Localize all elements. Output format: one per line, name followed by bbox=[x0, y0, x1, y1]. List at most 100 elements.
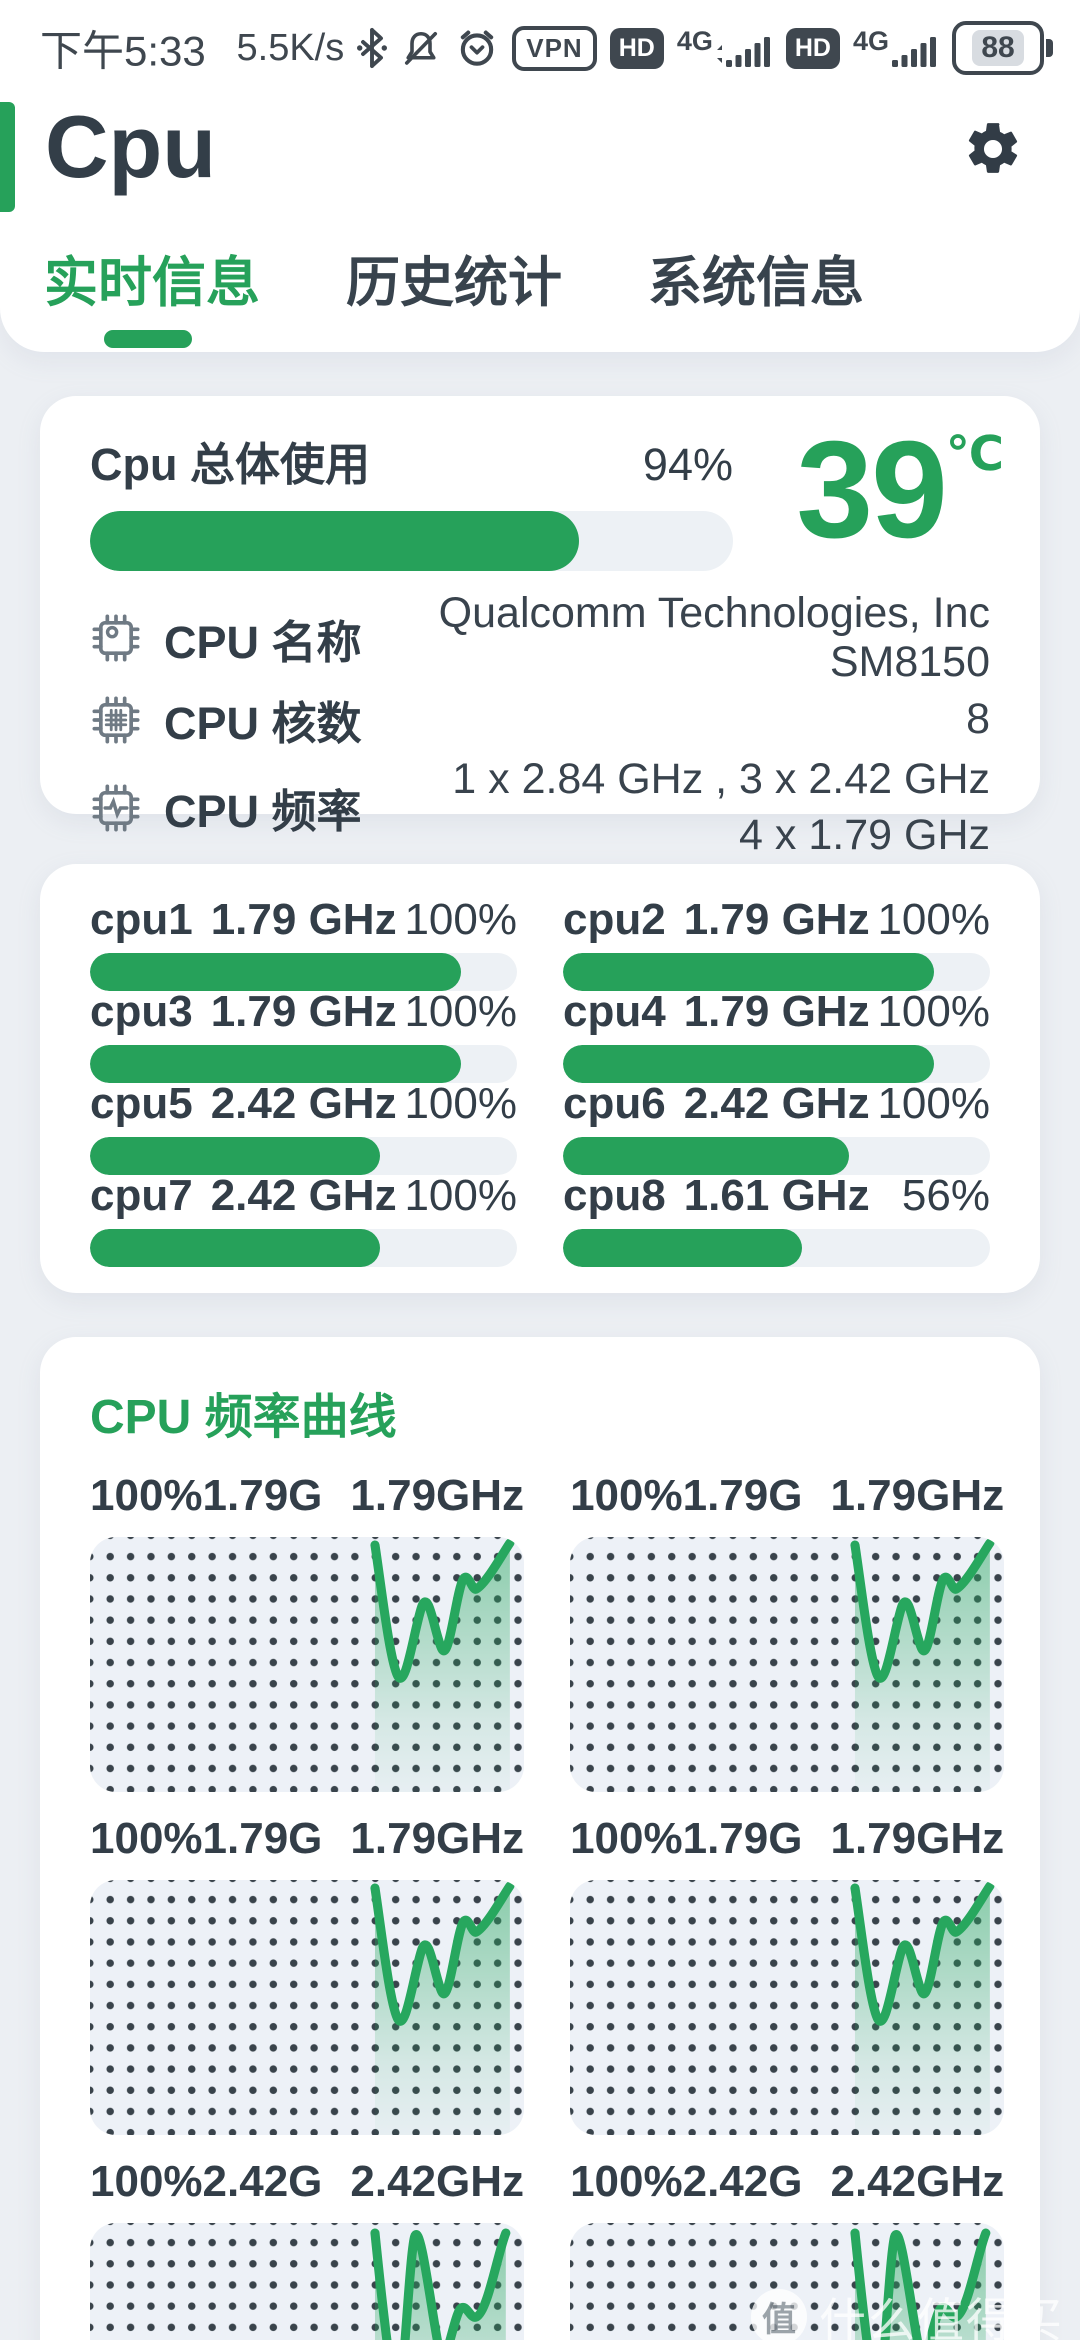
cpu-cores-value: 8 bbox=[966, 695, 990, 743]
cpu-chip-icon bbox=[92, 614, 140, 662]
freq-sparkline-chart bbox=[90, 2223, 525, 2340]
network-type-label-2: 4G bbox=[852, 26, 889, 56]
chart-max-freq-label: 2.42GHz bbox=[350, 2157, 525, 2206]
status-time: 下午5:33 bbox=[40, 27, 206, 75]
cpu-cores-label: CPU 核数 bbox=[164, 698, 362, 749]
battery-percent-label: 88 bbox=[972, 30, 1024, 66]
cpu-frequency-row: CPU 频率 1 x 2.84 GHz , 3 x 2.42 GHz 4 x 1… bbox=[90, 752, 990, 864]
status-bar: 下午5:33 5.5K/s VPN HD bbox=[0, 0, 1080, 96]
core-name: cpu7 bbox=[90, 1171, 193, 1220]
smzdm-logo-icon: 值 bbox=[751, 2288, 807, 2340]
freq-sparkline-chart bbox=[570, 1880, 1005, 2135]
core-usage-bar-fill bbox=[563, 1045, 935, 1083]
core-usage-percent: 100% bbox=[404, 1079, 517, 1128]
cpu-name-row: CPU 名称 Qualcomm Technologies, Inc SM8150 bbox=[90, 589, 990, 687]
freq-chart-cell-4: 100% 1.79G 1.79GHz bbox=[570, 1792, 1005, 2135]
core-usage-percent: 100% bbox=[877, 895, 990, 944]
bluetooth-icon bbox=[357, 28, 388, 68]
freq-chart-cell-5: 100% 2.42G 2.42GHz bbox=[90, 2135, 525, 2340]
active-tab-underline bbox=[104, 330, 192, 348]
tab-system-info[interactable]: 系统信息 bbox=[648, 253, 864, 313]
notification-muted-icon bbox=[405, 31, 438, 65]
cpu-cores-icon bbox=[92, 695, 140, 744]
chart-percent-label: 100% bbox=[90, 1471, 203, 1520]
freq-sparkline-chart bbox=[90, 1880, 525, 2135]
core-usage-percent: 100% bbox=[404, 987, 517, 1036]
overall-usage-label: Cpu 总体使用 bbox=[90, 439, 370, 490]
chart-current-freq-label: 2.42G bbox=[682, 2157, 803, 2206]
freq-chart-cell-2: 100% 1.79G 1.79GHz bbox=[570, 1449, 1005, 1792]
chart-max-freq-label: 1.79GHz bbox=[830, 1814, 1005, 1863]
core-frequency: 1.79 GHz bbox=[683, 895, 870, 944]
core-cell-cpu8: cpu8 1.61 GHz 56% bbox=[563, 1171, 990, 1267]
chart-percent-label: 100% bbox=[90, 1814, 203, 1863]
vpn-badge: VPN bbox=[512, 25, 597, 71]
core-usage-bar bbox=[90, 1137, 517, 1175]
core-frequency: 1.79 GHz bbox=[210, 987, 397, 1036]
core-name: cpu6 bbox=[563, 1079, 666, 1128]
core-usage-percent: 56% bbox=[901, 1171, 990, 1220]
cpu-frequency-label: CPU 频率 bbox=[164, 786, 362, 838]
signal-bars-icon-2 bbox=[892, 37, 936, 67]
core-usage-bar-fill bbox=[90, 1137, 381, 1175]
core-usage-percent: 100% bbox=[404, 1171, 517, 1220]
frequency-curves-title: CPU 频率曲线 bbox=[90, 1391, 397, 1444]
page-title: Cpu bbox=[45, 97, 217, 196]
cpu-cores-row: CPU 核数 8 bbox=[90, 687, 990, 752]
temperature-readout: 39 ℃ bbox=[796, 418, 1004, 563]
core-frequency: 2.42 GHz bbox=[210, 1079, 397, 1128]
hd-badge-2: HD bbox=[785, 27, 840, 69]
core-frequency: 1.79 GHz bbox=[210, 895, 397, 944]
core-cell-cpu7: cpu7 2.42 GHz 100% bbox=[90, 1171, 517, 1267]
top-sheet: 下午5:33 5.5K/s VPN HD bbox=[0, 0, 1080, 352]
chart-max-freq-label: 1.79GHz bbox=[830, 1471, 1005, 1520]
core-cell-cpu2: cpu2 1.79 GHz 100% bbox=[563, 895, 990, 991]
chart-current-freq-label: 2.42G bbox=[202, 2157, 323, 2206]
cpu-frequency-line1: 1 x 2.84 GHz , 3 x 2.42 GHz bbox=[452, 755, 990, 803]
tab-realtime-info[interactable]: 实时信息 bbox=[44, 253, 260, 313]
core-usage-bar bbox=[90, 1045, 517, 1083]
core-name: cpu8 bbox=[563, 1171, 666, 1220]
core-name: cpu2 bbox=[563, 895, 666, 944]
overall-usage-percent: 94% bbox=[642, 439, 733, 490]
core-usage-percent: 100% bbox=[877, 987, 990, 1036]
freq-chart-cell-1: 100% 1.79G 1.79GHz bbox=[90, 1449, 525, 1792]
cpu-frequency-line2: 4 x 1.79 GHz bbox=[739, 810, 990, 859]
core-usage-bar-fill bbox=[563, 953, 935, 991]
smzdm-watermark-text: 什么值得买 bbox=[819, 2294, 1064, 2340]
core-frequency: 1.79 GHz bbox=[683, 987, 870, 1036]
status-icons: 5.5K/s VPN HD 4G bbox=[237, 0, 1054, 96]
core-usage-bar-fill bbox=[563, 1137, 850, 1175]
settings-gear-icon[interactable] bbox=[962, 118, 1024, 180]
temperature-unit: ℃ bbox=[945, 428, 1004, 481]
chart-current-freq-label: 1.79G bbox=[202, 1814, 323, 1863]
cpu-cores-card: cpu1 1.79 GHz 100% cpu2 1.79 GHz 100% cp… bbox=[40, 864, 1040, 1293]
core-usage-bar bbox=[563, 953, 990, 991]
core-usage-bar bbox=[90, 1229, 517, 1267]
overall-usage-progressbar bbox=[90, 511, 733, 571]
chart-current-freq-label: 1.79G bbox=[202, 1471, 323, 1520]
chart-current-freq-label: 1.79G bbox=[682, 1471, 803, 1520]
core-usage-bar-fill bbox=[90, 1045, 462, 1083]
temperature-value: 39 bbox=[796, 413, 947, 567]
core-frequency: 2.42 GHz bbox=[210, 1171, 397, 1220]
core-name: cpu3 bbox=[90, 987, 193, 1036]
core-frequency: 2.42 GHz bbox=[683, 1079, 870, 1128]
cpu-frequency-value: 1 x 2.84 GHz , 3 x 2.42 GHz 4 x 1.79 GHz bbox=[362, 752, 990, 864]
smzdm-watermark: 值 什么值得买 bbox=[751, 2282, 1064, 2340]
chart-percent-label: 100% bbox=[570, 1814, 683, 1863]
freq-sparkline-chart bbox=[570, 1537, 1005, 1792]
core-usage-bar bbox=[563, 1137, 990, 1175]
core-usage-percent: 100% bbox=[404, 895, 517, 944]
core-frequency: 1.61 GHz bbox=[683, 1171, 870, 1220]
chart-max-freq-label: 2.42GHz bbox=[830, 2157, 1005, 2206]
tab-bar: 实时信息 历史统计 系统信息 bbox=[0, 238, 1080, 317]
core-cell-cpu3: cpu3 1.79 GHz 100% bbox=[90, 987, 517, 1083]
battery-indicator: 88 bbox=[952, 21, 1044, 75]
cpu-overview-card: Cpu 总体使用 94% 39 ℃ CPU 名称 Qualcomm Techno… bbox=[40, 396, 1040, 859]
core-cell-cpu1: cpu1 1.79 GHz 100% bbox=[90, 895, 517, 991]
tab-history-stats[interactable]: 历史统计 bbox=[346, 253, 562, 313]
hd-badge-1: HD bbox=[609, 27, 664, 69]
frequency-curves-card: CPU 频率曲线 100% 1.79G 1.79GHz bbox=[40, 1337, 1040, 2340]
